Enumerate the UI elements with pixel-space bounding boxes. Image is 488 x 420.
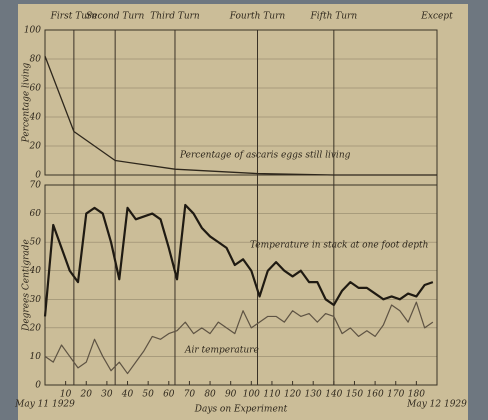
x-tick-label: 140 [325,390,342,400]
turn-label: Fourth Turn [229,12,286,22]
x-tick-label: 100 [243,390,260,400]
x-tick-label: 10 [60,390,72,400]
x-tick-label: 30 [101,390,113,400]
y-axis-label: Degrees Centigrade [22,239,32,332]
y-axis-label: Percentage living [22,62,32,143]
x-tick-label: 180 [408,390,425,400]
turn-label: Second Turn [86,12,144,22]
y-tick-label: 100 [24,26,41,36]
x-tick-label: 20 [80,390,93,400]
x-tick-label: 50 [142,390,154,400]
x-tick-label: 150 [346,390,363,400]
series-label: Temperature in stack at one foot depth [250,241,428,251]
x-tick-label: 160 [367,390,384,400]
turn-label: Except [420,12,453,22]
x-tick-label: 40 [121,390,134,400]
x-tick-label: 60 [163,390,175,400]
turn-label: Third Turn [150,12,200,22]
paper [18,4,468,420]
x-tick-label: 70 [184,390,196,400]
x-tick-label: 80 [204,390,216,400]
x-tick-label: 120 [284,390,301,400]
x-tick-label: 170 [387,390,404,400]
series-label: Percentage of ascaris eggs still living [179,151,351,161]
y-tick-label: 0 [35,381,41,391]
chart: 020406080100Percentage livingFirst TurnS… [0,0,488,420]
y-tick-label: 0 [35,171,41,181]
y-tick-label: 10 [30,352,42,362]
turn-label: Fifth Turn [310,12,358,22]
end-label: May 12 1929 [406,400,467,410]
y-tick-label: 60 [30,209,42,219]
y-tick-label: 70 [30,181,42,191]
x-axis-label: Days on Experiment [194,405,288,415]
x-tick-label: 130 [305,390,322,400]
series-label: Air temperature [184,346,259,356]
x-tick-label: 110 [263,390,280,400]
start-label: May 11 1929 [14,400,75,410]
x-tick-label: 90 [225,390,237,400]
